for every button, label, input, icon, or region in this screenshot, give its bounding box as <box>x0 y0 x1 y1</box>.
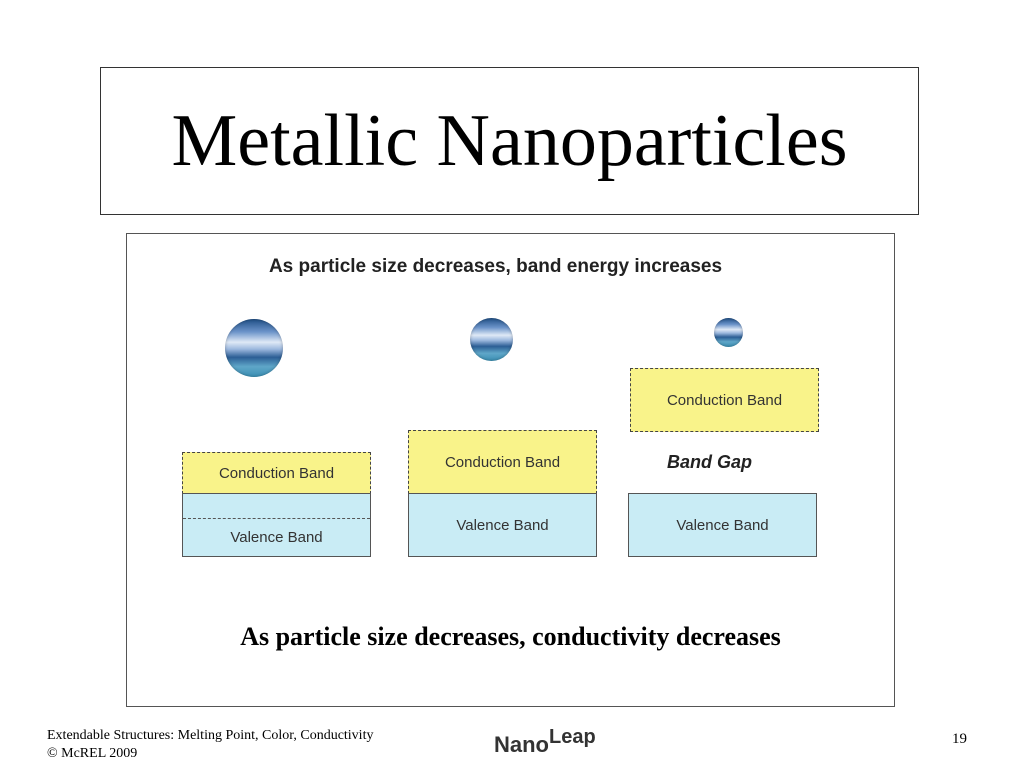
conduction-band-label: Conduction Band <box>444 453 561 471</box>
diagram-caption: As particle size decreases, conductivity… <box>240 622 781 651</box>
valence-band-label: Valence Band <box>230 529 323 546</box>
conduction-band-label: Conduction Band <box>666 391 783 409</box>
band-diagram: As particle size decreases, band energy … <box>126 233 895 707</box>
valence-band-medium: Valence Band <box>408 493 597 557</box>
nanoleap-logo: Nano Leap <box>494 726 596 758</box>
overlap-dashed-line <box>183 518 370 519</box>
logo-leap-text: Leap <box>549 726 596 748</box>
valence-band-label: Valence Band <box>456 516 549 534</box>
band-gap-label: Band Gap <box>667 452 753 472</box>
footer-course-title: Extendable Structures: Melting Point, Co… <box>47 728 374 743</box>
conduction-band-small: Conduction Band <box>630 368 819 432</box>
conduction-band-medium: Conduction Band <box>408 430 597 494</box>
valence-band-label: Valence Band <box>676 516 769 534</box>
medium-particle <box>470 318 513 361</box>
valence-band-small: Valence Band <box>628 493 817 557</box>
footer-copyright: © McREL 2009 <box>47 746 138 761</box>
conduction-band-label: Conduction Band <box>218 464 335 482</box>
small-particle <box>714 318 743 347</box>
page-number: 19 <box>952 731 967 747</box>
title-box: Metallic Nanoparticles <box>100 67 919 215</box>
slide-title: Metallic Nanoparticles <box>171 99 848 182</box>
valence-band-large: Valence Band <box>182 493 371 557</box>
conduction-band-large: Conduction Band <box>182 452 371 494</box>
logo-nano-text: Nano <box>494 732 549 757</box>
footer-credits: Extendable Structures: Melting Point, Co… <box>47 727 373 763</box>
diagram-heading: As particle size decreases, band energy … <box>268 256 723 277</box>
large-particle <box>225 319 283 377</box>
